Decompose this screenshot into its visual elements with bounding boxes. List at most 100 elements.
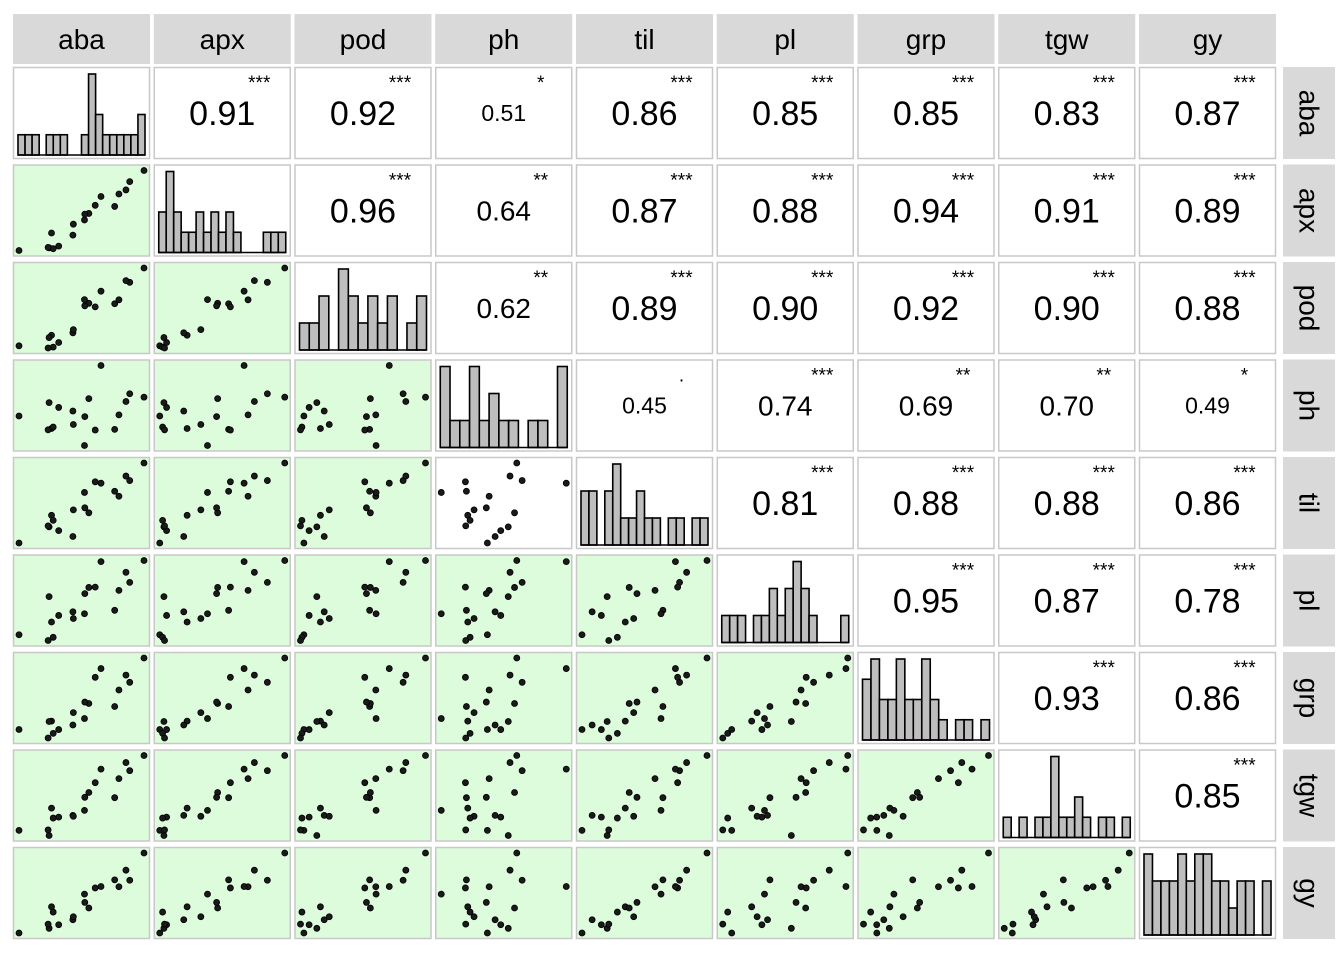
hist-bar <box>861 678 872 741</box>
panel-background <box>12 456 151 550</box>
scatter-point <box>180 608 188 616</box>
scatter-point <box>797 775 805 783</box>
scatter-point <box>325 506 333 514</box>
scatter-point <box>513 654 521 662</box>
scatter-point <box>226 673 234 681</box>
panel-background <box>1138 456 1277 550</box>
scatter-point <box>305 813 313 821</box>
panel-background <box>998 846 1136 940</box>
scatter-point <box>462 583 469 591</box>
scatter-point <box>55 339 63 346</box>
scatter-point <box>361 673 369 681</box>
scatter-point <box>363 899 370 906</box>
scatter-point <box>676 876 683 884</box>
scatter-point <box>91 673 99 681</box>
panel-apx-pod: 0.96*** <box>294 164 432 257</box>
panel-background <box>716 846 854 940</box>
scatter-point <box>161 426 168 434</box>
scatter-point <box>402 866 410 874</box>
scatter-point <box>703 849 711 857</box>
scatter-point <box>372 442 380 449</box>
panel-ph-til: 0.45. <box>575 359 714 452</box>
panel-background <box>716 749 854 842</box>
scatter-point <box>313 718 321 725</box>
scatter-point <box>180 533 188 540</box>
scatter-point <box>49 908 57 916</box>
corr-significance: *** <box>1093 171 1116 192</box>
scatter-point <box>597 612 605 619</box>
scatter-point <box>372 610 380 618</box>
corr-value: 0.87 <box>611 192 677 230</box>
column-strip-bg <box>716 14 854 64</box>
corr-value: 0.69 <box>899 390 954 421</box>
corr-value: 0.51 <box>481 100 526 126</box>
scatter-point <box>578 726 586 733</box>
scatter-point <box>597 726 605 733</box>
scatter-point <box>787 832 795 839</box>
hist-bar <box>1081 816 1092 839</box>
scatter-point <box>437 807 445 814</box>
scatter-point <box>366 904 374 912</box>
hist-bar <box>498 419 510 449</box>
scatter-point <box>491 811 499 819</box>
scatter-point <box>753 709 761 717</box>
panel-background <box>435 164 573 257</box>
panel-ph-ph <box>435 359 573 452</box>
panel-pl-grp: 0.95*** <box>857 554 995 647</box>
scatter-point <box>297 826 304 834</box>
scatter-point <box>968 765 976 773</box>
panel-gy-aba <box>12 846 151 940</box>
scatter-point <box>491 533 499 540</box>
scatter-point <box>297 637 304 644</box>
column-strip-bg <box>857 14 995 64</box>
corr-significance: *** <box>670 268 693 289</box>
scatter-point <box>810 767 818 775</box>
scatter-point <box>916 899 924 906</box>
hist-bar <box>870 658 881 741</box>
scatter-point <box>518 678 526 686</box>
scatter-point <box>85 395 93 402</box>
hist-bar <box>527 419 539 449</box>
panel-background <box>153 846 291 940</box>
scatter-point <box>97 665 105 672</box>
scatter-point <box>766 703 774 710</box>
scatter-point <box>935 883 942 891</box>
hist-bar <box>792 560 802 644</box>
corr-significance: *** <box>670 171 693 192</box>
scatter-point <box>297 920 304 928</box>
scatter-point <box>968 883 976 890</box>
scatter-point <box>482 793 490 801</box>
scatter-point <box>44 426 52 434</box>
scatter-point <box>111 794 119 802</box>
panel-grp-apx <box>153 651 291 745</box>
scatter-point <box>802 673 810 681</box>
hist-bar <box>376 322 389 351</box>
scatter-point <box>463 487 470 495</box>
scatter-point <box>81 504 89 512</box>
hist-bar <box>1185 880 1196 936</box>
scatter-point <box>630 812 638 820</box>
scatter-point <box>161 637 168 644</box>
hist-bar <box>776 614 787 644</box>
scatter-point <box>226 303 234 311</box>
corr-significance: *** <box>952 561 975 582</box>
scatter-point <box>703 557 711 564</box>
scatter-point <box>954 884 962 892</box>
scatter-point <box>562 765 570 773</box>
scatter-point <box>160 334 168 341</box>
panel-ph-grp: 0.69** <box>857 359 995 452</box>
hist-bar <box>1261 880 1272 936</box>
hist-bar <box>963 718 974 741</box>
panel-til-pod <box>294 456 432 550</box>
hist-bar <box>123 133 132 156</box>
panel-pod-grp: 0.92*** <box>857 261 995 355</box>
panel-apx-apx <box>153 164 291 257</box>
scatter-point <box>366 395 374 402</box>
scatter-point <box>213 590 221 597</box>
scatter-point <box>197 913 205 921</box>
scatter-point <box>69 913 77 921</box>
scatter-point <box>111 203 119 210</box>
hist-bar <box>137 113 146 156</box>
scatter-point <box>281 557 289 564</box>
